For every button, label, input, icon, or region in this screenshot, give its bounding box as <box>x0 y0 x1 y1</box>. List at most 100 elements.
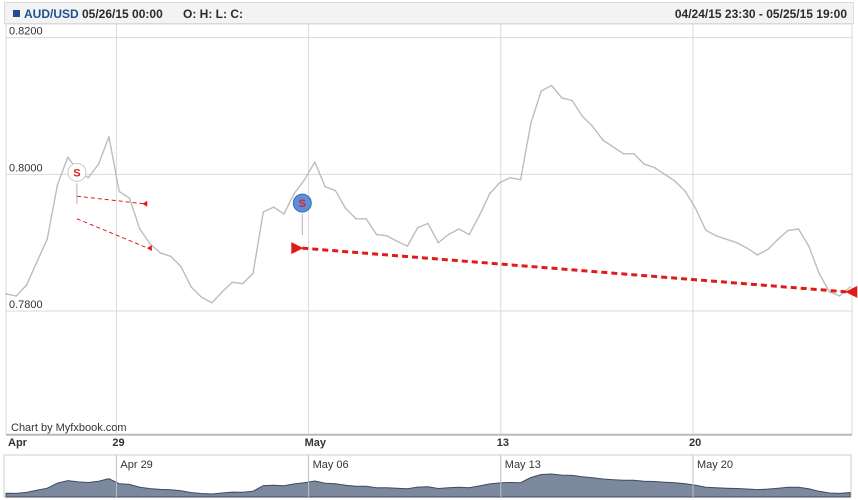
price-point <box>540 90 543 92</box>
trade-lines <box>76 195 858 298</box>
price-point <box>46 238 48 241</box>
price-point <box>684 190 687 193</box>
trade-close-arrow-icon <box>845 285 858 298</box>
y-tick-label: 0.8000 <box>9 162 43 174</box>
price-point <box>56 183 59 186</box>
price-point <box>396 240 398 243</box>
price-point <box>272 206 275 208</box>
navigator-label: May 13 <box>505 459 541 471</box>
price-point <box>303 179 306 181</box>
price-point <box>602 139 604 141</box>
signal-marker[interactable] <box>292 193 312 213</box>
price-point <box>283 213 285 215</box>
navigator-label: Apr 29 <box>120 459 152 471</box>
grid <box>5 23 853 435</box>
price-point <box>66 156 69 159</box>
x-tick-label: 13 <box>497 437 509 449</box>
price-point <box>190 286 193 288</box>
price-point <box>509 176 512 179</box>
navigator-label: May 20 <box>697 459 733 471</box>
price-point <box>25 284 28 286</box>
price-point <box>313 161 316 163</box>
price-point <box>262 211 265 213</box>
price-line <box>5 84 851 304</box>
price-point <box>437 241 440 244</box>
price-point <box>169 255 172 258</box>
price-point <box>591 125 594 128</box>
price-point <box>211 302 213 304</box>
price-point <box>550 84 553 87</box>
price-point <box>118 190 121 193</box>
price-point <box>87 176 90 179</box>
price-point <box>787 229 790 232</box>
price-point <box>355 217 357 220</box>
ohlc-label: O: H: L: C: <box>183 7 243 21</box>
signal-label: S <box>73 167 80 179</box>
price-point <box>488 192 491 195</box>
symbol-square-icon <box>13 10 20 17</box>
chart-credit[interactable]: Chart by Myfxbook.com <box>11 422 127 434</box>
signal-marker[interactable] <box>67 162 87 182</box>
x-tick-label: 20 <box>689 437 701 449</box>
price-point <box>530 122 532 124</box>
price-point <box>838 295 841 297</box>
price-point <box>818 272 820 275</box>
range-label: 04/24/15 23:30 - 05/25/15 19:00 <box>674 7 847 21</box>
price-point <box>725 238 728 241</box>
price-point <box>622 153 625 155</box>
plot-frame <box>5 23 853 435</box>
x-axis: Apr 29 May 13 20 <box>6 434 852 449</box>
price-point <box>416 226 419 229</box>
navigator-label: May 06 <box>313 459 349 471</box>
y-axis: 0.7800 0.8000 0.8200 <box>9 26 43 311</box>
price-point <box>756 254 759 256</box>
price-point <box>293 192 295 195</box>
price-point <box>447 233 450 236</box>
price-point <box>458 228 460 230</box>
price-point <box>128 197 131 200</box>
signals: SS <box>67 162 312 236</box>
price-point <box>200 296 203 299</box>
price-series <box>5 84 851 304</box>
price-point <box>612 146 615 148</box>
price-point <box>705 229 707 232</box>
price-point <box>735 241 738 244</box>
trade-open-arrow-icon <box>291 242 304 255</box>
price-point <box>241 282 244 285</box>
price-point <box>653 166 656 169</box>
price-point <box>633 153 635 155</box>
signal-label: S <box>299 198 306 210</box>
price-point <box>849 286 851 288</box>
trade-close-arrow-icon <box>142 200 148 207</box>
price-point <box>663 173 666 176</box>
price-point <box>478 214 481 217</box>
y-tick-label: 0.7800 <box>9 299 43 311</box>
x-tick-label: 29 <box>112 437 124 449</box>
price-point <box>468 233 470 236</box>
trade-line[interactable] <box>76 218 149 249</box>
price-point <box>344 207 347 210</box>
price-point <box>499 181 501 184</box>
price-point <box>766 248 769 251</box>
y-tick-label: 0.8200 <box>9 26 43 38</box>
price-point <box>777 238 779 241</box>
price-point <box>159 252 162 254</box>
trade-line[interactable] <box>302 246 847 294</box>
x-tick-label: May <box>305 437 327 449</box>
price-point <box>746 247 748 249</box>
price-point <box>231 281 234 284</box>
price-point <box>5 293 7 295</box>
price-point <box>15 295 18 297</box>
trade-line[interactable] <box>76 195 144 205</box>
price-point <box>808 245 810 247</box>
price-point <box>519 179 522 181</box>
price-point <box>334 189 337 192</box>
x-tick-label: Apr <box>8 437 28 449</box>
price-point <box>365 217 368 220</box>
price-point <box>108 135 110 138</box>
price-point <box>643 163 645 165</box>
price-point <box>715 235 717 237</box>
navigator-area <box>5 473 851 498</box>
navigator[interactable]: Apr 29 May 06 May 13 May 20 <box>3 454 852 498</box>
